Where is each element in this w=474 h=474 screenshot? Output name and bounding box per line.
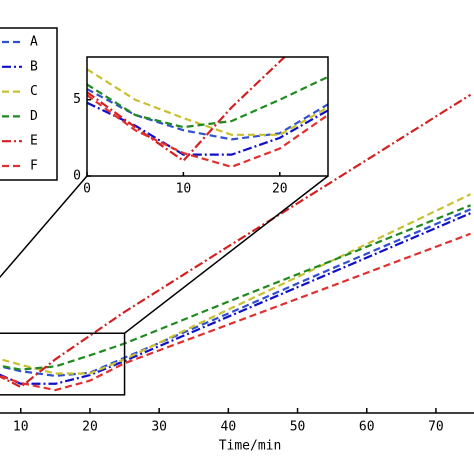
series-line <box>0 212 471 385</box>
inset-series-line <box>87 101 328 156</box>
x-tick-label: 30 <box>151 420 167 435</box>
inset-frame <box>86 56 329 177</box>
legend-label: D <box>30 109 38 124</box>
plot-area <box>0 93 472 392</box>
inset-series-line <box>87 88 328 141</box>
series-line <box>0 232 471 392</box>
connector <box>0 175 88 279</box>
x-axis-label: Time/min <box>219 439 282 454</box>
x-tick-label: 10 <box>13 420 29 435</box>
inset-x-tick-label: 10 <box>176 182 192 197</box>
inset-series-line <box>87 57 287 163</box>
inset-x-tick-label: 0 <box>83 182 91 197</box>
legend-label: F <box>30 159 38 174</box>
series-line <box>0 193 472 375</box>
inset-series-line <box>87 94 328 169</box>
series-line <box>0 208 471 377</box>
series-line <box>0 93 472 389</box>
inset-y-tick-label: 5 <box>73 92 81 107</box>
legend-box <box>0 27 58 181</box>
x-tick-label: 40 <box>221 420 237 435</box>
inset-y-tick-label: 0 <box>73 169 81 184</box>
x-tick-label: 50 <box>290 420 306 435</box>
zoom-box <box>0 332 126 396</box>
legend-label: A <box>30 35 38 50</box>
series-line <box>0 204 471 371</box>
x-tick-label: 60 <box>359 420 375 435</box>
legend-label: B <box>30 59 38 74</box>
connector <box>124 175 329 334</box>
legend-label: C <box>30 84 38 99</box>
x-tick-label: 70 <box>428 420 444 435</box>
x-tick-label: 20 <box>82 420 98 435</box>
legend-label: E <box>30 134 38 149</box>
inset-plot <box>87 57 328 169</box>
inset-x-tick-label: 20 <box>272 182 288 197</box>
inset-bg <box>87 57 328 176</box>
